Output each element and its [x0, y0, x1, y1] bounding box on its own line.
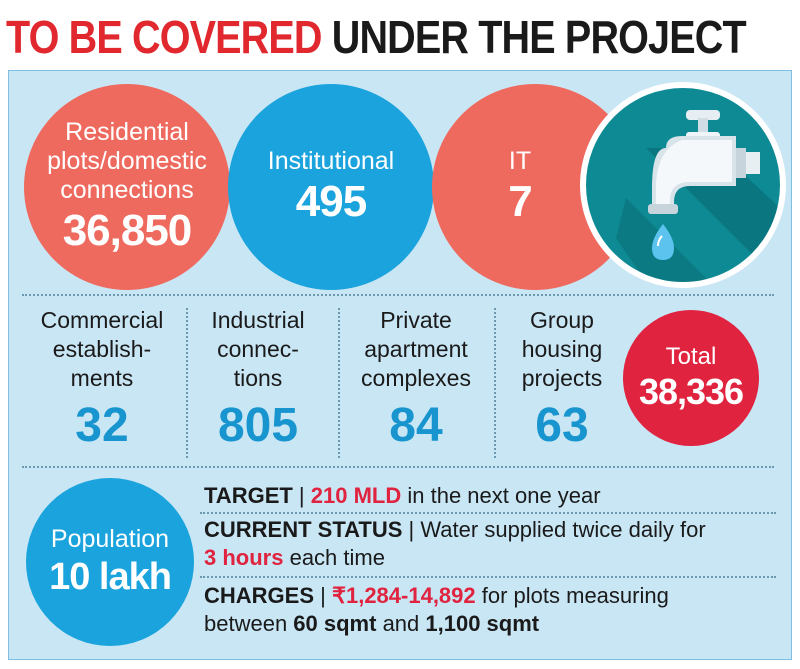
stat-group-label-1: Group	[530, 307, 594, 333]
total-label: Total	[665, 343, 717, 370]
stat-industrial-label-3: tions	[233, 365, 283, 391]
stat-commercial: Commercial establish-ments 32	[22, 306, 182, 452]
target-key: TARGET	[204, 483, 293, 508]
stat-commercial-label-2: establish-	[52, 336, 152, 362]
institutional-value: 495	[295, 176, 367, 226]
charges-key: CHARGES	[204, 583, 315, 608]
headline: TO BE COVERED UNDER THE PROJECT	[6, 8, 747, 66]
stat-divider-2	[338, 308, 340, 458]
residential-circle: Residential plots/domestic connections 3…	[24, 84, 230, 290]
target-rest: in the next one year	[401, 483, 601, 508]
stat-private-label-1: Private	[380, 307, 452, 333]
stat-group-housing: Group housing projects 63	[482, 306, 642, 452]
total-value: 38,336	[638, 371, 744, 412]
status-value: 3 hours	[204, 545, 284, 570]
it-value: 7	[508, 176, 533, 226]
residential-label-2: plots/domestic	[47, 146, 207, 175]
status-rest: each time	[283, 545, 385, 570]
status-text: Water supplied twice daily for	[420, 517, 706, 542]
water-tap-icon	[580, 82, 786, 288]
charges-text: for plots measuring	[475, 583, 669, 608]
population-circle: Population 10 lakh	[26, 478, 194, 646]
charges-min: 60 sqmt	[293, 611, 377, 636]
residential-label-3: connections	[60, 175, 194, 204]
institutional-label: Institutional	[267, 146, 395, 175]
target-separator: |	[292, 483, 311, 508]
charges-value: ₹1,284-14,892	[331, 583, 476, 608]
stat-divider-1	[186, 308, 188, 458]
target-value: 210 MLD	[310, 483, 402, 508]
stat-private-label-2: apartment	[364, 336, 468, 362]
stat-industrial: Industrial connec-tions 805	[178, 306, 338, 452]
stat-group-label-2: housing	[521, 336, 603, 362]
status-separator: |	[402, 517, 421, 542]
charges-separator: |	[314, 583, 332, 608]
stat-industrial-label-1: Industrial	[211, 307, 305, 333]
institutional-circle: Institutional 495	[228, 84, 434, 290]
stat-commercial-label-3: ments	[70, 365, 134, 391]
stat-commercial-label: Commercial establish-ments	[41, 306, 164, 393]
divider-middle	[22, 466, 774, 468]
stat-industrial-label-2: connec-	[217, 336, 299, 362]
divider-top	[22, 294, 774, 296]
stat-private-label: Private apartment complexes	[361, 306, 471, 393]
stat-private-value: 84	[389, 399, 443, 452]
target-line: TARGET | 210 MLD in the next one year	[204, 482, 772, 510]
charges-max: 1,100 sqmt	[425, 611, 540, 636]
stat-commercial-value: 32	[75, 399, 129, 452]
info-divider-2	[200, 576, 776, 578]
status-key: CURRENT STATUS	[204, 517, 403, 542]
charges-and: and	[376, 611, 426, 636]
stat-industrial-label: Industrial connec-tions	[211, 306, 304, 393]
stat-commercial-label-1: Commercial	[40, 307, 164, 333]
stat-industrial-value: 805	[217, 399, 299, 452]
charges-line: CHARGES | ₹1,284-14,892 for plots measur…	[204, 582, 772, 638]
stat-private-apartments: Private apartment complexes 84	[336, 306, 496, 452]
population-label: Population	[50, 525, 170, 553]
stat-divider-3	[494, 308, 496, 458]
population-value: 10 lakh	[49, 556, 172, 598]
it-label: IT	[508, 146, 532, 175]
status-line: CURRENT STATUS | Water supplied twice da…	[204, 516, 772, 572]
residential-value: 36,850	[62, 205, 193, 255]
water-tap-graphic	[616, 110, 780, 282]
headline-red-part: TO BE COVERED	[6, 11, 322, 63]
stat-private-label-3: complexes	[361, 365, 471, 391]
total-circle: Total 38,336	[623, 310, 759, 446]
stat-group-value: 63	[535, 399, 589, 452]
stat-group-label-3: projects	[521, 365, 603, 391]
charges-between: between	[204, 611, 294, 636]
info-divider-1	[200, 512, 776, 514]
stat-group-label: Group housing projects	[522, 306, 603, 393]
headline-dark-part: UNDER THE PROJECT	[321, 11, 747, 63]
residential-label-1: Residential	[65, 117, 189, 146]
